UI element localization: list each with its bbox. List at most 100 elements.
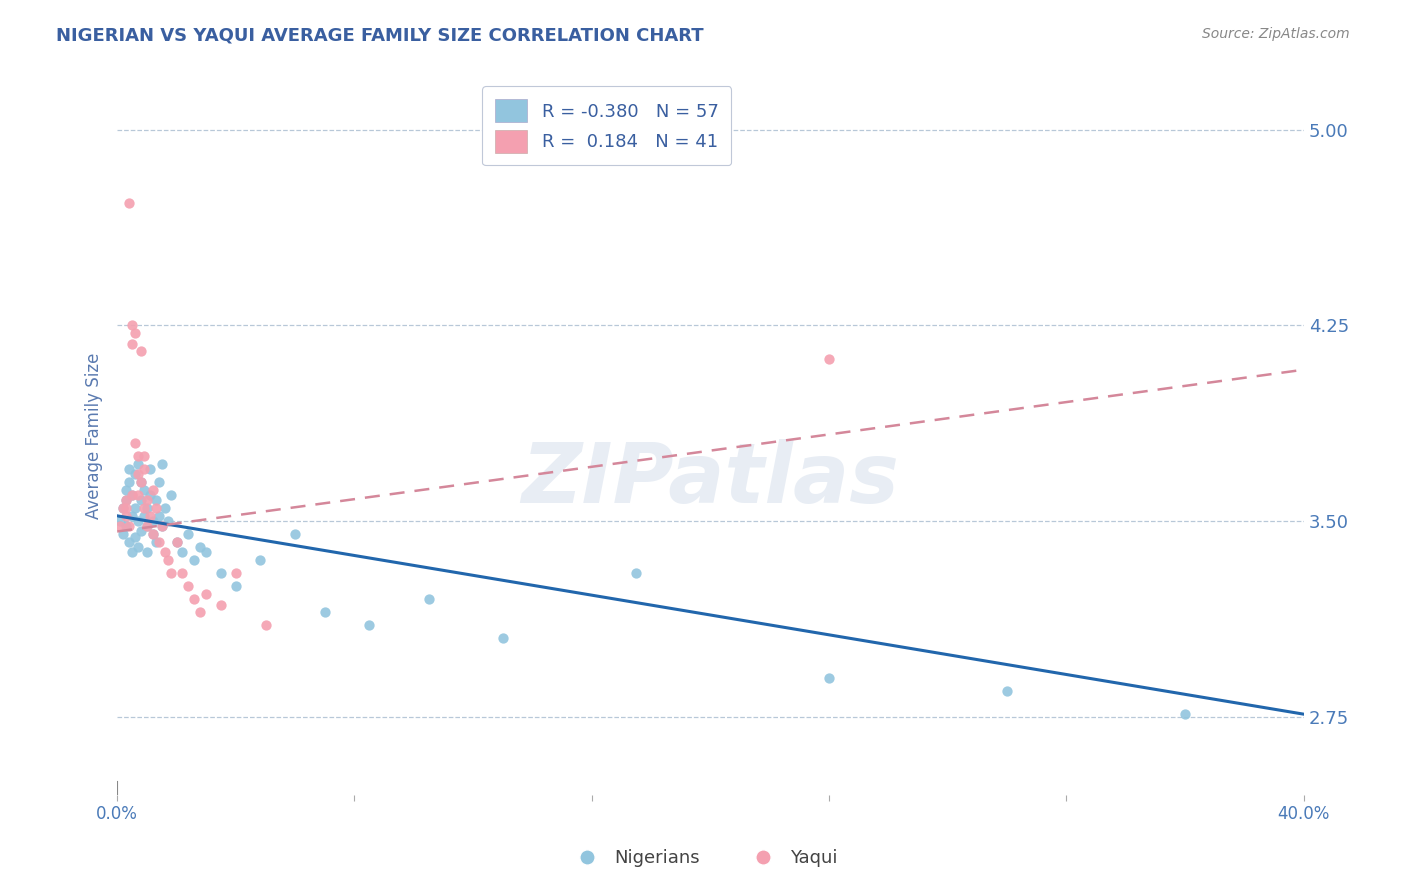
Point [818,671,841,685]
Point [172,566,194,581]
Point [115,493,138,508]
Text: NIGERIAN VS YAQUI AVERAGE FAMILY SIZE CORRELATION CHART: NIGERIAN VS YAQUI AVERAGE FAMILY SIZE CO… [56,27,704,45]
Point [124,530,146,544]
Point [121,318,143,333]
Point [153,545,176,559]
Point [115,519,138,533]
Point [195,545,218,559]
Point [124,467,146,481]
Point [112,501,135,516]
Point [121,545,143,559]
Point [124,435,146,450]
Point [127,514,149,528]
Point [142,514,165,528]
Point [195,587,218,601]
Point [118,519,141,533]
Point [145,501,167,516]
Point [108,514,131,528]
Point [148,535,170,549]
Point [156,553,179,567]
Point [150,519,173,533]
Point [148,508,170,523]
Point [124,501,146,516]
Point [127,457,149,471]
Point [139,488,162,502]
Point [132,462,155,476]
Point [118,195,141,210]
Point [121,488,143,502]
Legend: Nigerians, Yaqui: Nigerians, Yaqui [561,842,845,874]
Point [177,579,200,593]
Point [249,553,271,567]
Point [418,592,440,607]
Point [314,606,336,620]
Point [121,336,143,351]
Point [121,508,143,523]
Point [159,566,181,581]
Point [166,535,188,549]
Point [159,488,181,502]
Point [209,598,232,612]
Point [118,475,141,489]
Point [115,501,138,516]
Point [115,493,138,508]
Point [153,501,176,516]
Point [150,519,173,533]
Point [129,475,152,489]
Point [129,475,152,489]
Point [115,483,138,497]
Point [626,566,648,581]
Point [142,483,165,497]
Point [150,457,173,471]
Point [145,493,167,508]
Point [132,508,155,523]
Point [132,449,155,463]
Legend: R = -0.380   N = 57, R =  0.184   N = 41: R = -0.380 N = 57, R = 0.184 N = 41 [482,87,731,165]
Point [118,535,141,549]
Point [142,527,165,541]
Point [127,449,149,463]
Point [818,352,841,367]
Point [166,535,188,549]
Point [142,527,165,541]
Point [188,540,211,554]
Point [118,462,141,476]
Point [172,545,194,559]
Point [132,501,155,516]
Point [129,524,152,539]
Point [209,566,232,581]
Point [139,508,162,523]
Text: Source: ZipAtlas.com: Source: ZipAtlas.com [1202,27,1350,41]
Point [127,488,149,502]
Point [225,579,247,593]
Point [359,618,381,632]
Point [135,545,157,559]
Point [284,527,307,541]
Point [124,326,146,341]
Point [148,475,170,489]
Point [177,527,200,541]
Point [121,488,143,502]
Point [132,483,155,497]
Point [135,519,157,533]
Point [188,606,211,620]
Y-axis label: Average Family Size: Average Family Size [86,353,103,519]
Point [156,514,179,528]
Text: ZIPatlas: ZIPatlas [522,439,900,520]
Point [127,540,149,554]
Point [183,592,205,607]
Point [127,467,149,481]
Point [135,501,157,516]
Point [112,527,135,541]
Point [225,566,247,581]
Point [1174,707,1197,722]
Point [135,519,157,533]
Point [139,462,162,476]
Point [492,632,515,646]
Point [135,493,157,508]
Point [995,683,1018,698]
Point [129,344,152,359]
Point [115,508,138,523]
Point [108,519,131,533]
Point [254,618,277,632]
